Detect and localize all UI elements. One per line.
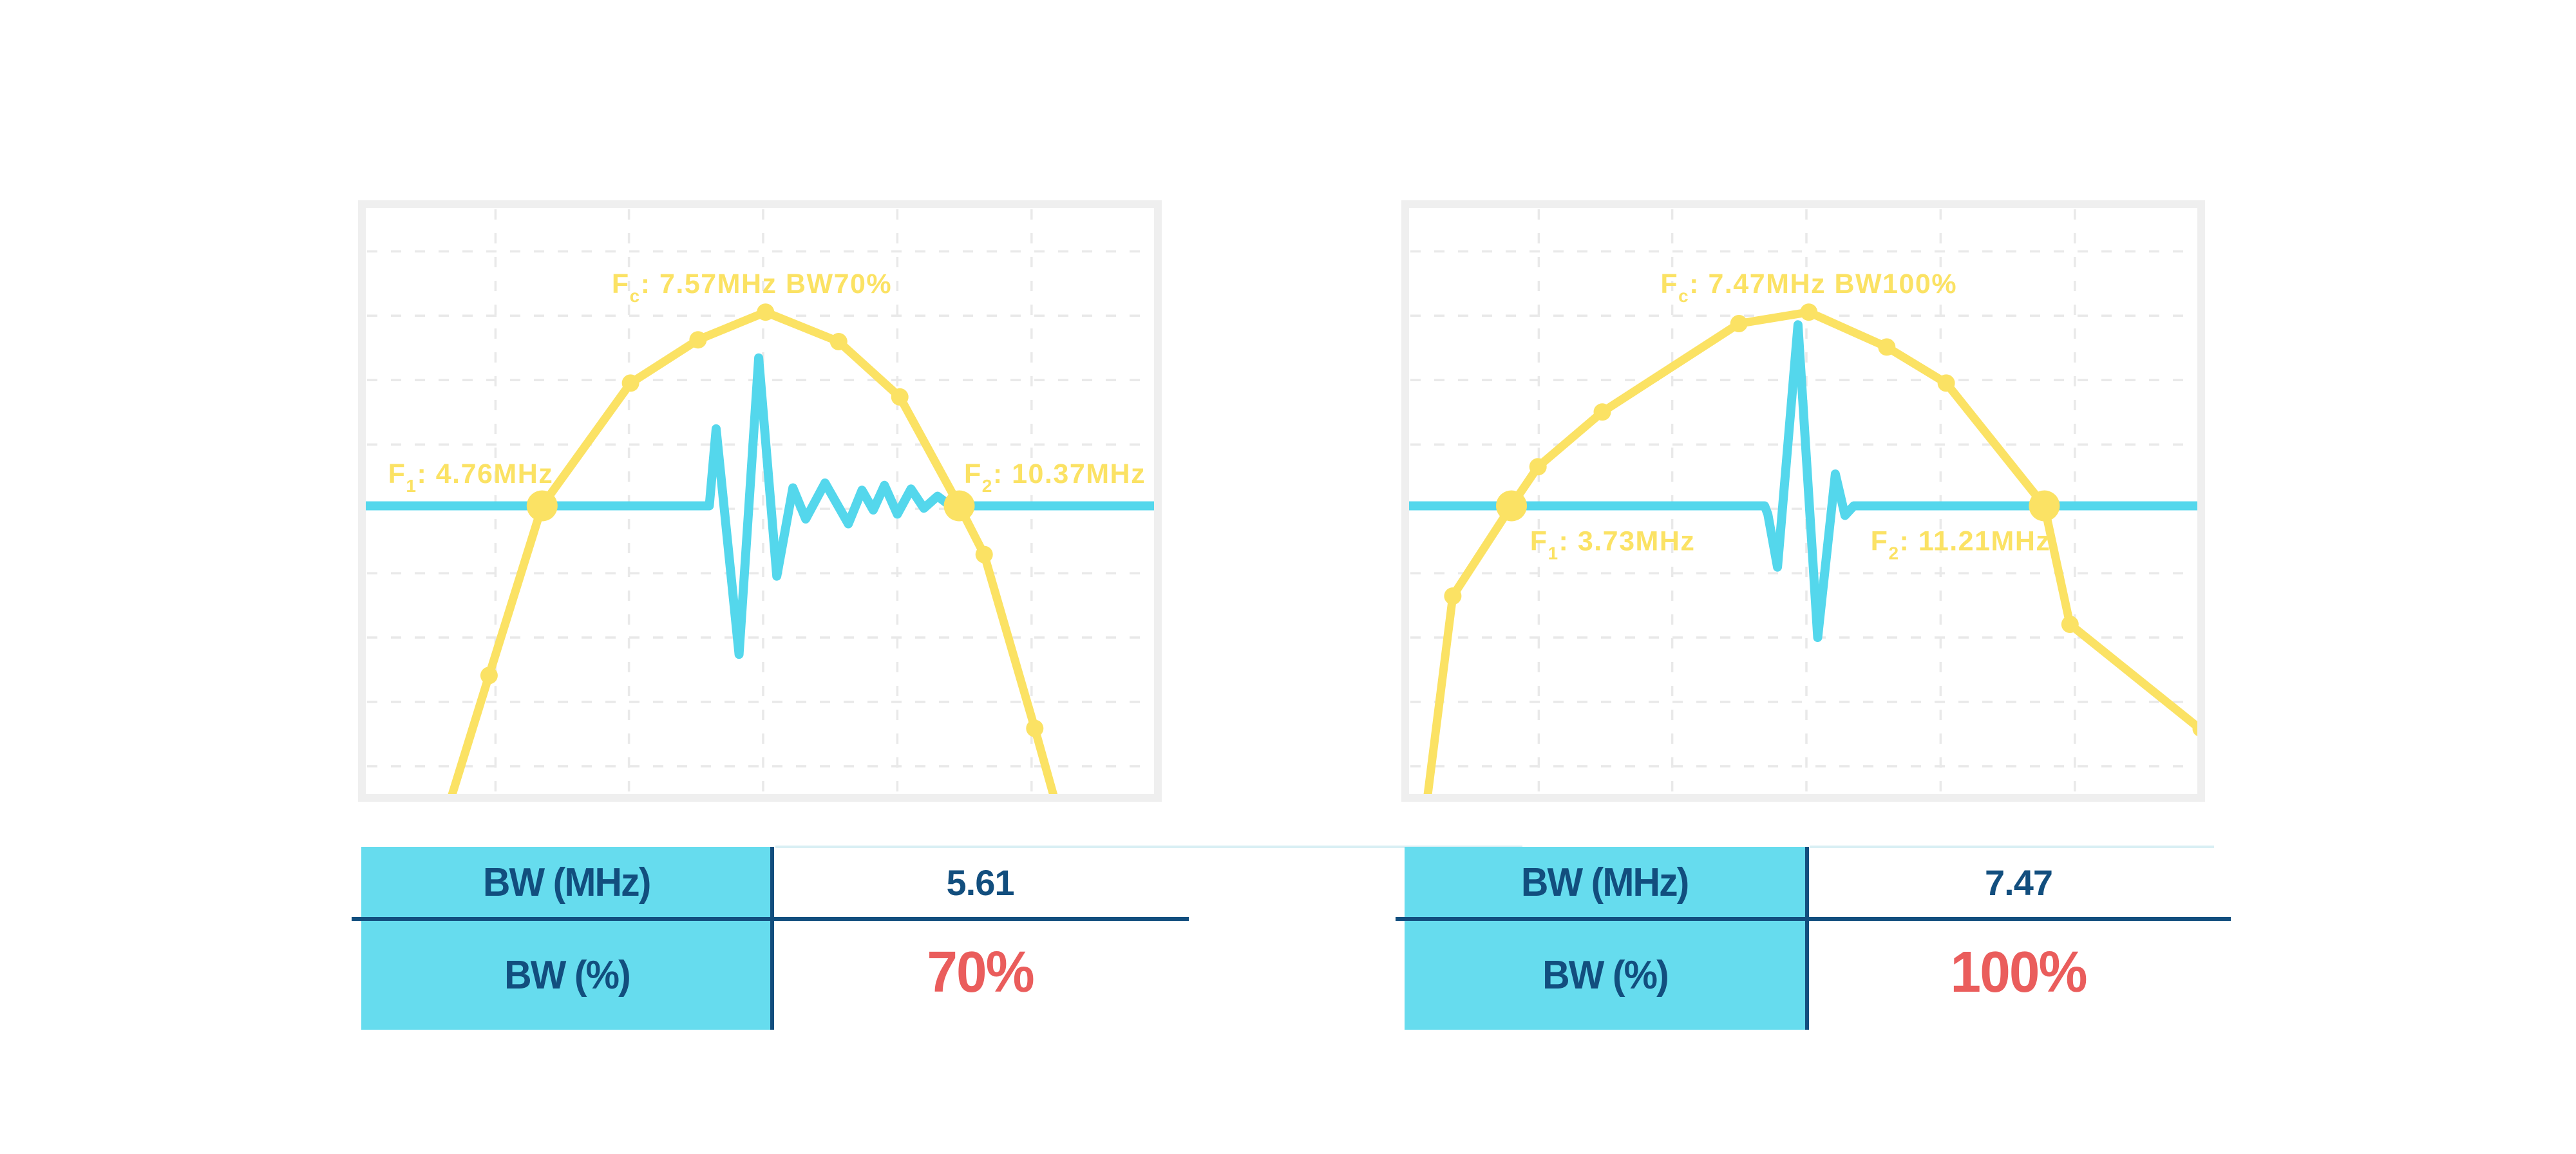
data-point-marker: [689, 331, 707, 349]
bw-pct-label: BW (%): [1542, 952, 1669, 998]
pulse-spectrum-chart-bw100: Fc: 7.47MHz BW100% F1: 3.73MHz F2: 11.21MH…: [1401, 200, 2205, 802]
bw-pct-label-cell: BW (%): [1405, 921, 1805, 1029]
data-point-marker: [621, 374, 639, 392]
bw-mhz-value: 7.47: [1985, 862, 2053, 903]
bw-mhz-label-cell: BW (MHz): [361, 847, 772, 918]
table-column-divider: [1805, 847, 1809, 1030]
f2-annotation: F2: 11.21MHz: [1871, 526, 2051, 563]
table-row-divider: [352, 917, 1189, 921]
table-label-column-fill: [1405, 847, 1807, 1030]
data-point-marker: [1593, 403, 1611, 421]
data-point-marker: [1730, 315, 1748, 332]
bw-pct-label: BW (%): [504, 952, 631, 998]
chart-svg: Fc: 7.57MHz BW70% F1: 4.76MHz F2: 10.37MHz: [358, 200, 1162, 802]
chart-svg: Fc: 7.47MHz BW100% F1: 3.73MHz F2: 11.21MH…: [1401, 200, 2205, 802]
data-point-marker: [1496, 490, 1527, 522]
f1-annotation: F1: 4.76MHz: [388, 459, 554, 496]
bw-mhz-label-cell: BW (MHz): [1405, 847, 1805, 918]
data-point-marker: [526, 490, 558, 522]
data-point-marker: [1529, 458, 1547, 476]
bw-pct-value: 100%: [1950, 940, 2088, 1005]
chart-frame: [358, 200, 1162, 802]
bw-mhz-label: BW (MHz): [483, 860, 651, 905]
bw-mhz-value-cell: 7.47: [1809, 847, 2228, 918]
data-point-marker: [891, 388, 909, 406]
data-point-marker: [1937, 374, 1955, 392]
table-column-divider: [770, 847, 774, 1030]
bw-mhz-label: BW (MHz): [1521, 860, 1689, 905]
data-point-marker: [1444, 587, 1462, 605]
table-label-column-fill: [361, 847, 772, 1030]
data-point-marker: [2061, 616, 2079, 633]
data-point-marker: [1026, 719, 1044, 737]
bw-pct-label-cell: BW (%): [361, 921, 772, 1029]
bw-mhz-value: 5.61: [946, 862, 1015, 903]
pulse-waveform: [358, 353, 1162, 659]
data-point-marker: [757, 303, 775, 321]
bw-summary-table-left: BW (MHz) BW (%) 5.61 70%: [352, 846, 1522, 1032]
data-point-marker: [943, 490, 975, 522]
data-point-marker: [829, 333, 848, 350]
data-point-marker: [2029, 490, 2060, 522]
f2-annotation: F2: 10.37MHz: [964, 459, 1146, 496]
data-point-marker: [1878, 338, 1896, 356]
f1-annotation: F1: 3.73MHz: [1530, 526, 1696, 563]
bw-pct-value-cell: 70%: [774, 921, 1186, 1024]
bw-pct-value-cell: 100%: [1809, 921, 2228, 1024]
bw-summary-table-right: BW (MHz) BW (%) 7.47 100%: [1396, 846, 2231, 1032]
fc-annotation: Fc: 7.57MHz BW70%: [612, 269, 892, 306]
fc-annotation: Fc: 7.47MHz BW100%: [1660, 269, 1957, 306]
bw-mhz-value-cell: 5.61: [774, 847, 1186, 918]
pulse-waveform: [1401, 320, 2205, 642]
table-top-rule: [775, 846, 1522, 848]
chart-frame: [1401, 200, 2205, 802]
spectrum-curve: [445, 308, 1060, 802]
bw-pct-value: 70%: [927, 940, 1034, 1005]
data-point-marker: [1800, 303, 1818, 321]
table-row-divider: [1396, 917, 2231, 921]
data-point-marker: [480, 667, 498, 685]
table-top-rule: [1810, 846, 2214, 848]
pulse-spectrum-chart-bw70: Fc: 7.57MHz BW70% F1: 4.76MHz F2: 10.37MHz: [358, 200, 1162, 802]
spectrum-curve: [1423, 308, 2204, 802]
data-point-marker: [975, 545, 993, 563]
